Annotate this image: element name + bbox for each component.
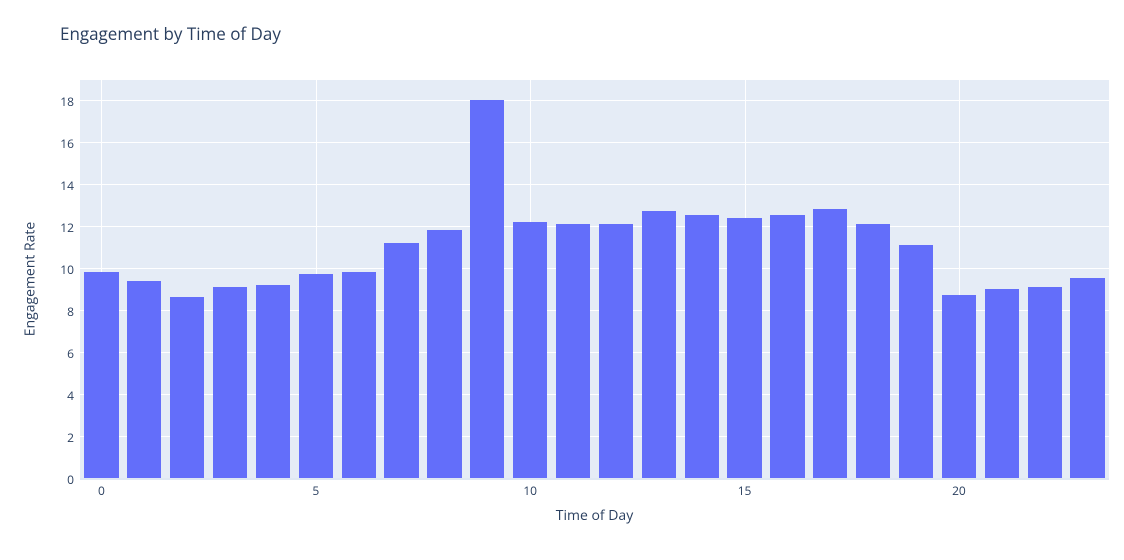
y-tick-label: 2 — [67, 429, 74, 446]
bar[interactable] — [899, 245, 933, 478]
bar[interactable] — [513, 222, 547, 478]
y-tick-label: 4 — [67, 387, 74, 404]
y-tick-label: 8 — [67, 303, 74, 320]
y-axis-label: Engagement Rate — [21, 222, 40, 337]
bar[interactable] — [599, 224, 633, 478]
y-tick-label: 18 — [60, 93, 74, 110]
bar[interactable] — [470, 100, 504, 478]
bar[interactable] — [642, 211, 676, 478]
bar[interactable] — [427, 230, 461, 478]
y-gridline — [80, 184, 1109, 185]
x-tick-label: 20 — [952, 482, 966, 499]
bar[interactable] — [256, 285, 290, 478]
y-tick-label: 6 — [67, 345, 74, 362]
bar[interactable] — [127, 281, 161, 478]
bar[interactable] — [384, 243, 418, 478]
bar[interactable] — [685, 215, 719, 478]
bar[interactable] — [299, 274, 333, 478]
y-gridline — [80, 142, 1109, 143]
bar[interactable] — [84, 272, 118, 478]
x-tick-label: 10 — [523, 482, 537, 499]
y-zero-line — [80, 478, 1109, 480]
bar[interactable] — [170, 297, 204, 478]
bar[interactable] — [727, 218, 761, 478]
bar[interactable] — [1028, 287, 1062, 478]
y-tick-label: 0 — [67, 471, 74, 488]
y-tick-label: 14 — [60, 177, 74, 194]
x-tick-label: 15 — [738, 482, 752, 499]
chart-container: Engagement by Time of Day Engagement Rat… — [0, 0, 1124, 560]
bar[interactable] — [342, 272, 376, 478]
bar[interactable] — [856, 224, 890, 478]
bar[interactable] — [813, 209, 847, 478]
chart-title: Engagement by Time of Day — [60, 22, 281, 45]
bar[interactable] — [213, 287, 247, 478]
x-tick-label: 0 — [98, 482, 105, 499]
y-gridline — [80, 100, 1109, 101]
y-tick-label: 12 — [60, 219, 74, 236]
bar[interactable] — [942, 295, 976, 478]
y-tick-label: 16 — [60, 135, 74, 152]
bar[interactable] — [556, 224, 590, 478]
y-gridline — [80, 268, 1109, 269]
bar[interactable] — [770, 215, 804, 478]
y-gridline — [80, 226, 1109, 227]
x-axis-label: Time of Day — [556, 506, 633, 525]
x-tick-label: 5 — [312, 482, 319, 499]
plot-area — [80, 80, 1109, 478]
y-tick-label: 10 — [60, 261, 74, 278]
bar[interactable] — [1070, 278, 1104, 478]
bar[interactable] — [985, 289, 1019, 478]
